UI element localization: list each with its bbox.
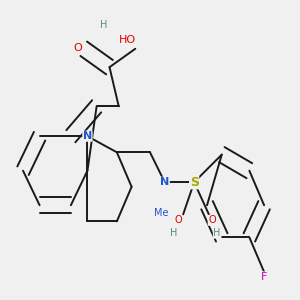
Text: H: H xyxy=(170,228,177,238)
Text: Me: Me xyxy=(154,208,168,218)
Text: H: H xyxy=(100,20,108,30)
Text: S: S xyxy=(190,176,199,189)
Text: N: N xyxy=(160,177,169,187)
Text: N: N xyxy=(83,131,92,141)
Text: O: O xyxy=(208,215,216,225)
Text: F: F xyxy=(261,272,267,282)
Text: O: O xyxy=(73,43,82,53)
Text: O: O xyxy=(175,215,182,225)
Text: H: H xyxy=(213,228,221,238)
Text: HO: HO xyxy=(119,34,136,45)
